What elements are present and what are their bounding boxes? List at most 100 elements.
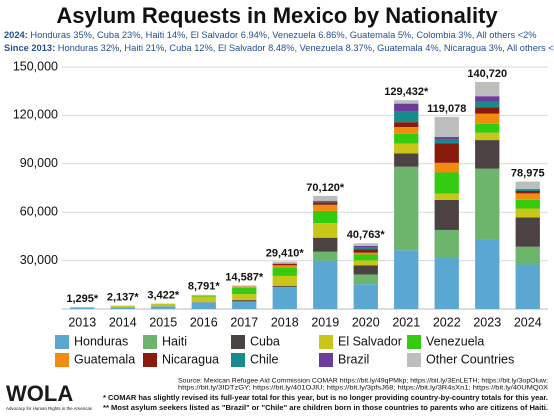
bar-segment [434,172,459,194]
y-tick-label: 60,000 [20,204,58,218]
bar-segment [313,201,338,203]
y-tick-label: 90,000 [20,156,58,170]
x-tick-label: 2015 [149,315,177,329]
bar-segment [394,122,419,128]
legend-label: Guatemala [74,352,135,366]
x-tick-label: 2022 [433,315,461,329]
bar-segment [434,193,459,200]
y-tick-label: 120,000 [13,108,58,122]
bar-segment [353,284,378,309]
total-label: 140,720 [467,68,507,80]
x-tick-label: 2023 [473,315,501,329]
bar-segment [515,181,540,190]
legend-swatch [231,335,245,349]
bar-segment [394,250,419,309]
bar-segment [394,166,419,251]
legend-swatch [407,335,421,349]
bar-segment [394,133,419,144]
bar-segment [313,204,338,211]
bar-segment [434,229,459,259]
total-label: 129,432* [384,86,429,98]
bar-segment [232,287,257,295]
bar-segment [313,200,338,202]
bar-segment [394,127,419,134]
bar-segment [232,302,257,309]
bar-segment [313,237,338,252]
bar-segment [151,306,176,309]
x-tick-label: 2018 [271,315,299,329]
bar-segment [70,308,95,309]
bar-segment [313,210,338,224]
legend-swatch [55,335,69,349]
legend-label: Chile [250,352,279,366]
x-tick-label: 2013 [68,315,96,329]
bar-segment [515,264,540,309]
chart-title: Asylum Requests in Mexico by Nationality [56,3,498,28]
footnote: * COMAR has slightly revised its full-ye… [103,393,548,402]
bar-segment [232,294,257,301]
total-label: 1,295* [66,293,99,305]
x-tick-label: 2017 [230,315,258,329]
bar-segment [313,202,338,205]
bar-segment [313,251,338,261]
plot [62,66,548,310]
bar-segment [272,261,297,264]
bar-segment [475,101,500,108]
bar-segment [475,107,500,114]
total-label: 70,120* [306,182,345,194]
bar-segment [515,199,540,209]
bar-segment [353,243,378,246]
bar-segment [515,246,540,265]
legend-swatch [319,353,333,367]
legend-label: Honduras [74,334,128,348]
bar-segment [515,189,540,191]
bar-segment [191,302,216,309]
bar-segment [434,137,459,140]
legend-label: Other Countries [426,352,514,366]
bar-segment [232,300,257,302]
total-label: 40,763* [347,229,386,241]
subtitle-text: Honduras 35%, Cuba 23%, Haiti 14%, El Sa… [30,30,536,40]
legend-label: Nicaragua [162,352,219,366]
bar-segment [475,113,500,124]
footnote: ** Most asylum seekers listed as "Brazil… [103,403,548,412]
bar-segment [475,140,500,169]
bar-segment [353,252,378,255]
bar-segment [272,275,297,286]
bar-segment [475,239,500,309]
bar-segment [434,143,459,163]
bar-segment [434,116,459,138]
bar-segment [232,285,257,287]
bar-segment [434,162,459,173]
bar-segment [475,168,500,240]
bar-segment [353,254,378,261]
subtitle-label: Since 2013: [4,43,55,53]
total-label: 2,137* [107,291,140,303]
bar-segment [191,296,216,303]
x-tick-label: 2016 [190,315,218,329]
legend-swatch [143,335,157,349]
bar-segment [353,265,378,275]
legend-label: Brazil [338,352,369,366]
x-tick-label: 2024 [514,315,542,329]
bar-segment [313,195,338,201]
bar-segment [151,304,176,307]
logo: WOLA [6,381,73,406]
total-label: 14,587* [225,271,264,283]
subtitle-label: 2024: [4,30,28,40]
bar-segment [272,285,297,287]
legend-label: Cuba [250,334,280,348]
x-tick-label: 2019 [311,315,339,329]
bar-segment [475,123,500,133]
y-tick-label: 150,000 [13,59,58,73]
bar-segment [353,249,378,253]
total-label: 119,078 [427,103,466,115]
total-label: 78,975 [511,167,545,179]
bar-segment [475,81,500,97]
x-tick-label: 2020 [352,315,380,329]
legend-label: El Salvador [338,334,402,348]
subtitle-text: Honduras 32%, Haiti 21%, Cuba 12%, El Sa… [58,43,554,53]
bar-segment [313,260,338,309]
y-tick-label: 30,000 [20,253,58,267]
